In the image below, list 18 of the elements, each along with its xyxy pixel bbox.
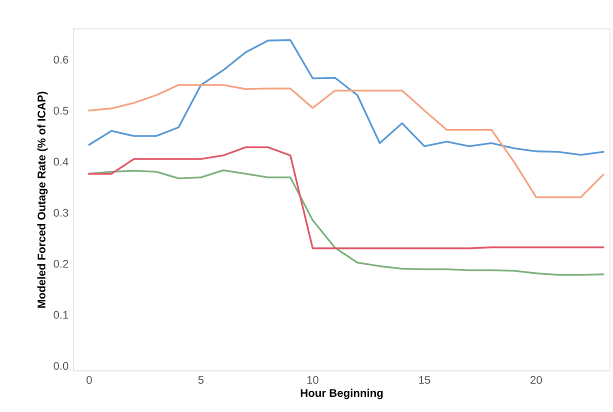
x-tick-label: 10 [307, 376, 318, 384]
x-tick-label: 0 [86, 376, 92, 384]
y-tick-label: 0.4 [54, 158, 68, 166]
y-tick-label: 0.5 [54, 106, 68, 115]
y-tick-label: 0.2 [54, 260, 68, 268]
y-tick-label: 0.3 [54, 208, 68, 217]
line-series [88, 146, 604, 250]
x-axis-title: Hour Beginning [300, 388, 383, 400]
line-series [88, 169, 604, 276]
x-tick-label: 20 [530, 376, 542, 384]
line-series [88, 39, 604, 156]
x-tick-label: 5 [198, 376, 204, 384]
y-tick-label: 0.0 [54, 362, 68, 370]
y-tick-label: 0.1 [54, 310, 68, 319]
line-series [88, 84, 604, 198]
y-axis-title: Modeled Forced Outage Rate (% of ICAP) [37, 92, 48, 308]
y-tick-label: 0.6 [54, 56, 68, 64]
x-tick-label: 15 [419, 376, 430, 384]
